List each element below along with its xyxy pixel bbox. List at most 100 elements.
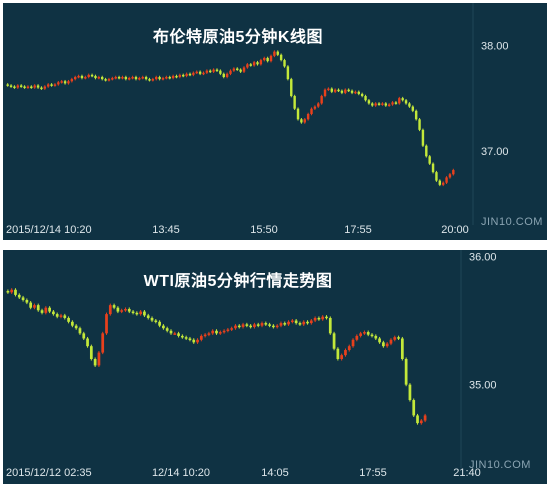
x-tick-label: 17:55 [344, 224, 372, 236]
y-tick-label: 37.00 [481, 146, 509, 158]
candle [309, 318, 313, 325]
candle [63, 313, 67, 320]
candle [321, 315, 325, 321]
candle [374, 102, 377, 107]
candle [40, 86, 43, 90]
candle [225, 72, 229, 79]
candle [196, 338, 199, 344]
candle [411, 105, 415, 113]
candle [229, 69, 232, 76]
candle [296, 107, 300, 121]
candle [173, 331, 177, 335]
candle [287, 320, 290, 326]
candle [384, 102, 388, 107]
candle [93, 357, 97, 367]
candle [182, 73, 185, 78]
candle [303, 118, 306, 124]
candle [371, 102, 374, 107]
candle [381, 102, 384, 106]
candle [391, 101, 394, 106]
candle [364, 94, 367, 102]
candle [33, 84, 36, 89]
candle [252, 60, 256, 67]
candle [138, 76, 141, 81]
candle [306, 112, 310, 121]
candle [63, 79, 67, 85]
candle [239, 68, 242, 73]
candle [357, 90, 361, 96]
candle [94, 74, 97, 80]
candle [139, 310, 143, 316]
candle [67, 316, 70, 324]
candle [264, 321, 268, 326]
candle [360, 92, 364, 98]
x-tick-label: 15:50 [250, 224, 278, 236]
brent-candlestick-chart: 37.00 38.00 2015/12/14 10:20 13:45 15:50 17:5… [6, 3, 542, 236]
candle [57, 81, 60, 86]
candle [354, 90, 357, 95]
candle [188, 72, 192, 77]
candle [330, 87, 333, 94]
candle [400, 336, 404, 361]
candle [192, 71, 195, 77]
candle [16, 84, 20, 89]
candle [340, 89, 344, 95]
candle [275, 324, 279, 329]
candle [276, 50, 279, 57]
watermark-text: JIN10.COM [469, 459, 531, 471]
candle [203, 333, 207, 338]
candle [202, 71, 205, 76]
candle [84, 75, 87, 80]
candle [300, 118, 303, 124]
candle [344, 88, 347, 95]
candle [404, 357, 408, 387]
candle [131, 310, 135, 315]
candle [116, 306, 120, 314]
candle [283, 58, 286, 68]
candle [55, 312, 59, 319]
candle [184, 335, 188, 341]
candle [234, 324, 237, 330]
candle [385, 342, 389, 348]
candle [266, 56, 269, 63]
candle [17, 293, 21, 299]
candle [162, 324, 165, 330]
candle [382, 340, 385, 348]
candle [294, 318, 298, 325]
candle [48, 306, 51, 314]
candle [114, 75, 117, 80]
candle [46, 83, 50, 88]
candle [87, 73, 90, 79]
candle [363, 330, 366, 335]
candle [104, 77, 107, 82]
candle [445, 176, 448, 184]
candle [177, 331, 180, 338]
candle [452, 168, 455, 176]
candle [151, 77, 155, 82]
candle [242, 66, 246, 73]
candle [283, 321, 287, 326]
candle [188, 336, 192, 342]
candle [412, 398, 416, 417]
candle [425, 144, 428, 158]
x-tick-label: 20:00 [441, 224, 469, 236]
candle [175, 74, 178, 79]
candle [328, 316, 332, 335]
brent-chart-panel: 布伦特原油5分钟K线图 37.00 38.00 2015/12/14 10:20 13… [3, 3, 547, 240]
candle [155, 75, 158, 81]
candle [198, 70, 202, 76]
candle [50, 83, 53, 87]
candle [19, 84, 23, 88]
candle [205, 69, 209, 75]
candle [419, 419, 423, 425]
x-tick-label: 12/14 10:20 [152, 467, 210, 479]
candle [219, 69, 222, 76]
candle [43, 85, 47, 90]
candle [268, 322, 271, 328]
candle [146, 313, 150, 320]
candle [237, 324, 241, 329]
candle [108, 303, 112, 316]
chart-title: WTI原油5分钟行情走势图 [143, 273, 333, 290]
candle [323, 88, 327, 98]
candle [150, 316, 154, 323]
